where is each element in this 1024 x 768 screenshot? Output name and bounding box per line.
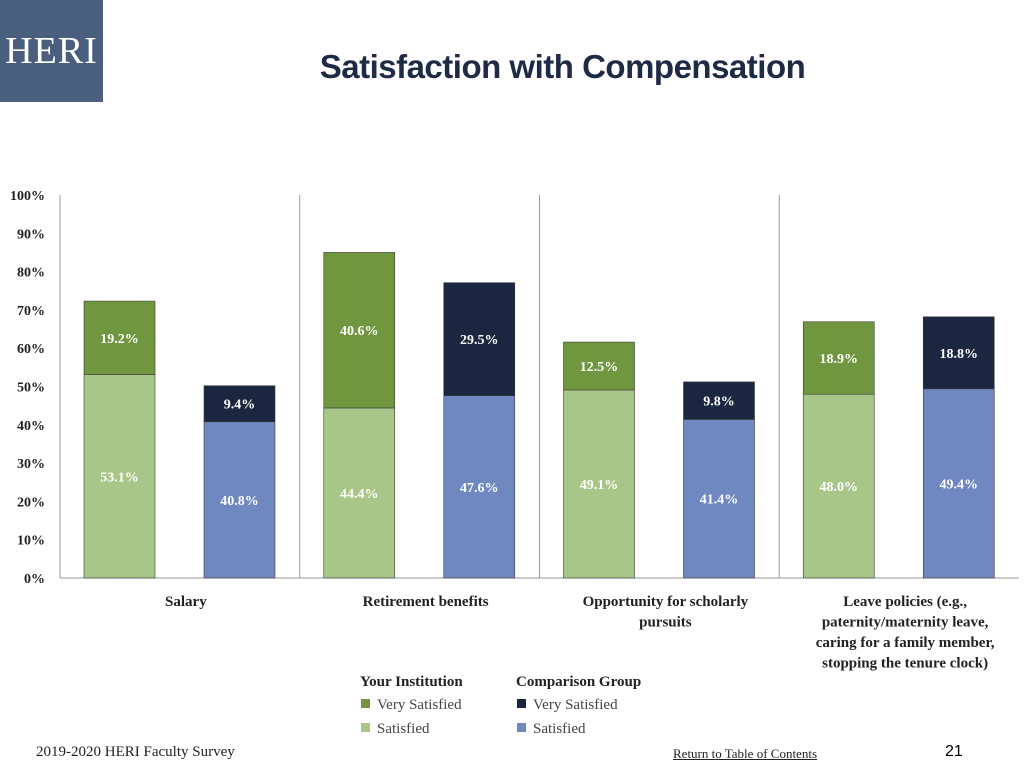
legend-swatch bbox=[517, 723, 526, 732]
category-label: stopping the tenure clock) bbox=[822, 656, 988, 672]
y-tick-label: 100% bbox=[10, 189, 45, 204]
y-tick-label: 20% bbox=[17, 495, 45, 510]
data-label-satisfied: 49.1% bbox=[580, 478, 619, 493]
category-label: caring for a family member, bbox=[816, 635, 995, 651]
y-tick-label: 50% bbox=[17, 381, 45, 396]
data-label-very-satisfied: 40.6% bbox=[340, 324, 379, 339]
bar-satisfied bbox=[683, 419, 755, 579]
legend-swatch bbox=[361, 699, 370, 708]
legend-item-label: Very Satisfied bbox=[533, 697, 618, 713]
bar-satisfied bbox=[922, 388, 995, 579]
return-to-toc-link[interactable]: Return to Table of Contents bbox=[673, 746, 817, 761]
data-label-satisfied: 40.8% bbox=[220, 494, 259, 509]
stacked-bar-chart: 0% 10% 20% 30% 40% 50% 60% 70% 80% 90% 100% 53.1% 19… bbox=[10, 189, 1019, 737]
category-label: Retirement benefits bbox=[363, 594, 489, 610]
category-label: Salary bbox=[165, 594, 207, 610]
bar-very-satisfied bbox=[683, 381, 755, 420]
bar-satisfied bbox=[83, 374, 156, 579]
bar-very-satisfied bbox=[83, 300, 156, 375]
category-label: Opportunity for scholarly bbox=[583, 594, 749, 610]
bar-very-satisfied bbox=[203, 385, 276, 423]
bar-very-satisfied bbox=[323, 252, 396, 409]
data-label-very-satisfied: 29.5% bbox=[460, 333, 499, 348]
y-tick-label: 10% bbox=[17, 534, 45, 549]
bar-satisfied bbox=[802, 393, 875, 579]
legend-item-label: Very Satisfied bbox=[377, 697, 462, 713]
category-label: pursuits bbox=[639, 615, 692, 631]
y-tick-label: 0% bbox=[24, 572, 45, 587]
data-label-very-satisfied: 19.2% bbox=[100, 332, 139, 347]
page-number: 21 bbox=[945, 743, 963, 760]
data-label-very-satisfied: 18.8% bbox=[940, 347, 979, 362]
data-label-satisfied: 53.1% bbox=[100, 470, 139, 485]
data-label-satisfied: 44.4% bbox=[340, 487, 379, 502]
data-label-very-satisfied: 9.8% bbox=[703, 395, 735, 410]
data-label-satisfied: 49.4% bbox=[940, 477, 979, 492]
legend-swatch bbox=[517, 699, 526, 708]
bar-satisfied bbox=[563, 389, 635, 579]
data-label-very-satisfied: 12.5% bbox=[580, 360, 619, 375]
logo-text: HERI bbox=[5, 30, 98, 72]
legend-item-label: Satisfied bbox=[533, 721, 586, 737]
data-label-very-satisfied: 9.4% bbox=[224, 398, 256, 413]
y-tick-label: 90% bbox=[17, 227, 45, 242]
category-label: Leave policies (e.g., bbox=[843, 594, 967, 610]
bar-satisfied bbox=[443, 395, 516, 579]
bar-very-satisfied bbox=[563, 341, 635, 391]
legend-group-title: Your Institution bbox=[360, 674, 463, 690]
y-tick-label: 60% bbox=[17, 342, 45, 357]
y-tick-label: 70% bbox=[17, 304, 45, 319]
page-title: Satisfaction with Compensation bbox=[319, 48, 806, 85]
legend-group-title: Comparison Group bbox=[516, 674, 641, 690]
y-tick-label: 30% bbox=[17, 457, 45, 472]
bar-very-satisfied bbox=[802, 321, 875, 395]
bar-very-satisfied bbox=[443, 282, 516, 396]
legend-swatch bbox=[361, 723, 370, 732]
category-label: paternity/maternity leave, bbox=[822, 615, 989, 631]
data-label-satisfied: 48.0% bbox=[820, 480, 859, 495]
data-label-very-satisfied: 18.9% bbox=[820, 352, 859, 367]
bar-satisfied bbox=[323, 407, 396, 579]
y-tick-label: 80% bbox=[17, 266, 45, 281]
data-label-satisfied: 41.4% bbox=[700, 493, 739, 508]
footer-survey-name: 2019-2020 HERI Faculty Survey bbox=[36, 744, 235, 760]
heri-logo: HERI bbox=[0, 0, 103, 102]
legend-item-label: Satisfied bbox=[377, 721, 430, 737]
bar-very-satisfied bbox=[922, 316, 995, 390]
data-label-satisfied: 47.6% bbox=[460, 481, 499, 496]
y-tick-label: 40% bbox=[17, 419, 45, 434]
